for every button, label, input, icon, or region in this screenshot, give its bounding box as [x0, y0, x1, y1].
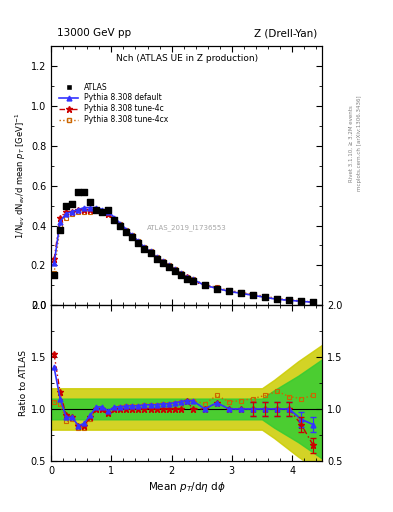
Point — [310, 298, 316, 306]
Point — [57, 225, 63, 233]
Point — [184, 275, 190, 284]
Point — [69, 200, 75, 208]
Point — [141, 245, 148, 253]
Point — [81, 187, 87, 196]
Point — [87, 198, 94, 206]
Point — [93, 205, 99, 214]
Point — [153, 255, 160, 264]
Y-axis label: Ratio to ATLAS: Ratio to ATLAS — [19, 350, 28, 416]
Point — [286, 296, 292, 305]
Point — [214, 285, 220, 293]
Text: mcplots.cern.ch [arXiv:1306.3436]: mcplots.cern.ch [arXiv:1306.3436] — [357, 96, 362, 191]
Text: Nch (ATLAS UE in Z production): Nch (ATLAS UE in Z production) — [116, 54, 258, 63]
Point — [51, 271, 57, 280]
Point — [63, 202, 69, 210]
Point — [135, 240, 141, 248]
Point — [298, 297, 304, 305]
Text: Rivet 3.1.10, ≥ 3.2M events: Rivet 3.1.10, ≥ 3.2M events — [349, 105, 354, 182]
Point — [178, 271, 184, 280]
Point — [123, 227, 130, 236]
Point — [274, 295, 280, 304]
Point — [160, 259, 166, 267]
Point — [111, 216, 118, 224]
Point — [202, 281, 208, 289]
Point — [262, 293, 268, 302]
Point — [75, 187, 81, 196]
Y-axis label: 1/N$_{ev}$ dN$_{ev}$/d mean $p_T$ [GeV]$^{-1}$: 1/N$_{ev}$ dN$_{ev}$/d mean $p_T$ [GeV]$… — [14, 113, 28, 239]
Text: ATLAS_2019_I1736553: ATLAS_2019_I1736553 — [147, 224, 226, 231]
Text: 13000 GeV pp: 13000 GeV pp — [57, 28, 130, 38]
Text: Z (Drell-Yan): Z (Drell-Yan) — [253, 28, 317, 38]
Point — [99, 207, 105, 216]
Point — [171, 267, 178, 275]
Point — [165, 263, 172, 271]
Point — [226, 287, 232, 295]
Point — [117, 221, 123, 229]
Point — [147, 249, 154, 258]
Point — [189, 278, 196, 286]
X-axis label: Mean $p_T$/d$\eta$ d$\phi$: Mean $p_T$/d$\eta$ d$\phi$ — [148, 480, 226, 494]
Point — [250, 291, 256, 300]
Legend: ATLAS, Pythia 8.308 default, Pythia 8.308 tune-4c, Pythia 8.308 tune-4cx: ATLAS, Pythia 8.308 default, Pythia 8.30… — [58, 81, 170, 126]
Point — [238, 289, 244, 297]
Point — [105, 205, 112, 214]
Point — [129, 233, 136, 242]
